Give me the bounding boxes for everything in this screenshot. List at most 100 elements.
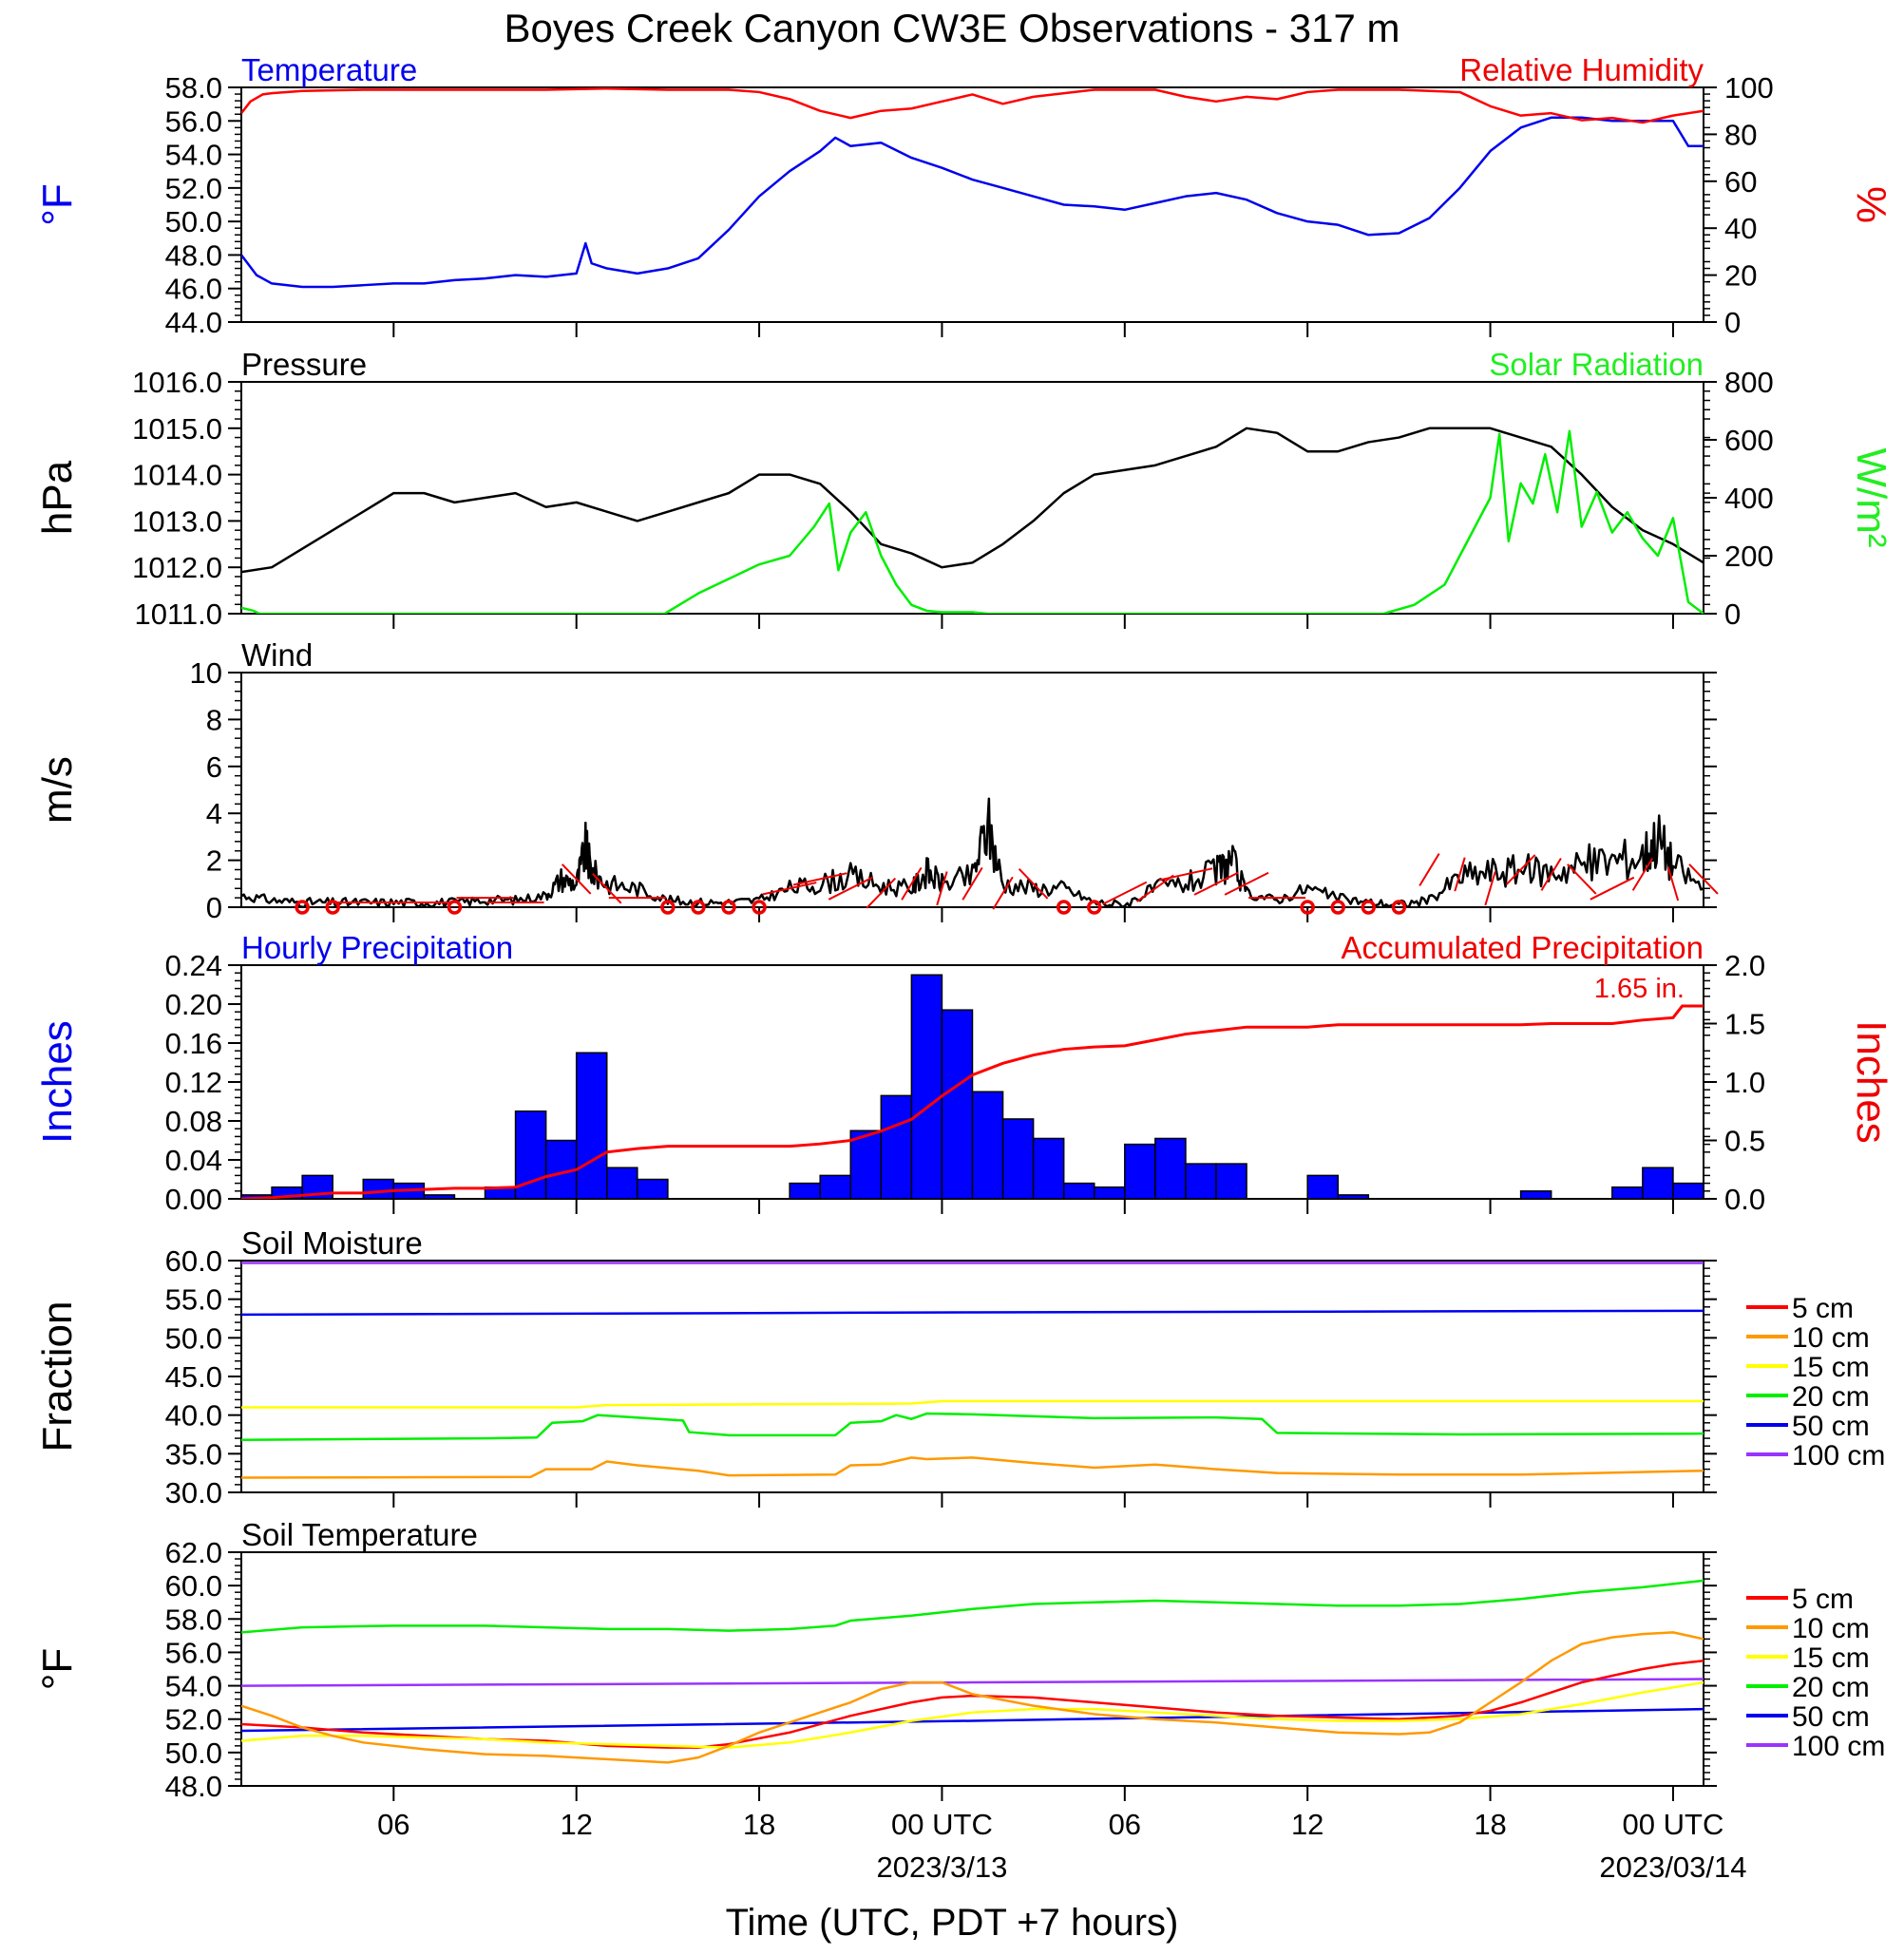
x-tick-label: 06	[1109, 1808, 1141, 1841]
wind-barb	[1454, 857, 1466, 892]
wind-barb	[1224, 871, 1269, 896]
panel-wind: Wind 0 2 4 6 8 10 m/s	[34, 637, 1719, 924]
wind-calm-marker	[752, 900, 767, 915]
legend-label: 50 cm	[1792, 1411, 1870, 1442]
y-tick-label-left: 50.0	[165, 1321, 222, 1355]
legend-label: 5 cm	[1792, 1293, 1854, 1324]
series-line-50-cm	[241, 1309, 1704, 1317]
plot-area	[241, 1579, 1704, 1764]
precip-bar	[1611, 1186, 1644, 1199]
wind-barb	[1193, 871, 1239, 896]
y-tick-label-right: 400	[1724, 482, 1774, 515]
precip-bar	[606, 1167, 638, 1199]
plot-area	[241, 427, 1704, 614]
panel-soil-temperature: Soil Temperature 48.050.052.054.056.058.0…	[34, 1517, 1885, 1803]
precip-bar	[1215, 1163, 1247, 1199]
precip-bar	[1094, 1186, 1126, 1199]
y-tick-label-left: 1012.0	[132, 551, 222, 584]
series-line-15-cm	[241, 1680, 1704, 1749]
y-tick-label-left: 56.0	[165, 1636, 222, 1669]
y-axis-label-left: Inches	[34, 1020, 81, 1144]
precip-bar	[910, 974, 943, 1199]
x-tick-label: 00 UTC	[1623, 1808, 1724, 1841]
panel-title-right: Accumulated Precipitation	[1341, 930, 1704, 965]
accumulated-precip-line	[241, 1004, 1704, 1199]
wind-barb	[828, 876, 873, 901]
series-line-5-cm	[241, 1659, 1704, 1749]
legend-label: 10 cm	[1792, 1322, 1870, 1354]
wind-calm-marker	[1056, 900, 1072, 915]
x-date-label: 2023/3/13	[876, 1851, 1007, 1884]
series-line-20-cm	[241, 1579, 1704, 1634]
x-tick-label: 00 UTC	[891, 1808, 993, 1841]
series-line-left	[241, 427, 1704, 574]
plot-frame	[240, 672, 1704, 908]
plot-frame	[240, 381, 1704, 615]
precip-bar	[1185, 1163, 1217, 1199]
precip-bar	[789, 1182, 821, 1199]
y-tick-label-left: 0.08	[165, 1105, 222, 1138]
legend-label: 20 cm	[1792, 1381, 1870, 1413]
y-tick-label-right: 40	[1724, 212, 1757, 245]
y-tick-label-right: 800	[1724, 366, 1774, 399]
x-date-label: 2023/03/14	[1599, 1851, 1746, 1884]
wind-barb	[1688, 864, 1719, 895]
panels: Temperature Relative Humidity44.046.048.0…	[34, 52, 1894, 1803]
wind-barb	[1540, 857, 1562, 891]
y-axis-label-right: W/m²	[1848, 447, 1894, 547]
y-tick-label-left: 55.0	[165, 1283, 222, 1317]
wind-calm-marker	[721, 900, 736, 915]
legend-label: 100 cm	[1792, 1440, 1885, 1471]
wind-calm-marker	[660, 900, 676, 915]
y-tick-label-left: 0.16	[165, 1027, 222, 1060]
wind-barb	[561, 864, 592, 895]
y-tick-label-left: 48.0	[165, 1770, 222, 1803]
panel-title-left: Wind	[241, 637, 313, 673]
wind-barb	[1505, 854, 1536, 885]
y-tick-label-left: 1015.0	[132, 412, 222, 446]
series-line-10-cm	[241, 1456, 1704, 1479]
y-tick-label-right: 1.0	[1724, 1066, 1765, 1099]
wind-calm-marker	[295, 900, 310, 915]
plot-area	[241, 1262, 1704, 1479]
y-tick-label-left: 46.0	[165, 273, 222, 306]
legend-label: 15 cm	[1792, 1642, 1870, 1674]
precip-bar	[1001, 1118, 1035, 1199]
panel-pressure-solar: Pressure Solar Radiation 1011.0 1012.0 1013.…	[34, 347, 1894, 631]
precip-bar	[880, 1094, 913, 1199]
y-tick-label-left: 0.04	[165, 1144, 222, 1177]
panel-title-left: Hourly Precipitation	[241, 930, 513, 965]
legend-label: 100 cm	[1792, 1731, 1885, 1762]
precip-bar	[1154, 1137, 1187, 1199]
precip-bar	[423, 1194, 456, 1199]
y-tick-label-right: 100	[1724, 71, 1774, 104]
wind-calm-marker	[325, 900, 340, 915]
wind-barb	[1136, 874, 1174, 902]
precip-bar	[637, 1178, 669, 1199]
y-tick-label-left: 56.0	[165, 104, 222, 138]
y-tick-label-right: 80	[1724, 118, 1757, 151]
y-tick-label-left: 8	[206, 703, 222, 736]
panel-soil-moisture: Soil Moisture 30.0 35.0 40.0 45.0 50.0 55.0 60.…	[34, 1225, 1885, 1509]
x-tick-label: 06	[377, 1808, 409, 1841]
series-line-right	[241, 429, 1704, 614]
y-tick-label-left: 54.0	[165, 1670, 222, 1703]
panel-title-left: Temperature	[241, 52, 417, 87]
panel-precip: Hourly Precipitation Accumulated Precipit…	[34, 930, 1894, 1216]
series-line-left	[241, 797, 1704, 907]
series-line-20-cm	[241, 1412, 1704, 1441]
y-axis-label-left: °F	[34, 183, 81, 225]
y-tick-label-left: 1013.0	[132, 504, 222, 538]
y-tick-label-left: 58.0	[165, 1603, 222, 1636]
wind-barb	[1418, 853, 1440, 886]
y-axis-label-right: %	[1848, 186, 1894, 223]
legend-label: 20 cm	[1792, 1672, 1870, 1703]
y-axis-label-left: °F	[34, 1648, 81, 1690]
y-axis-label-right: Inches	[1848, 1020, 1894, 1144]
y-axis-label-left: hPa	[34, 460, 81, 535]
y-tick-label-left: 44.0	[165, 306, 222, 339]
wind-calm-marker	[447, 900, 463, 915]
plot-frame	[240, 1551, 1704, 1787]
